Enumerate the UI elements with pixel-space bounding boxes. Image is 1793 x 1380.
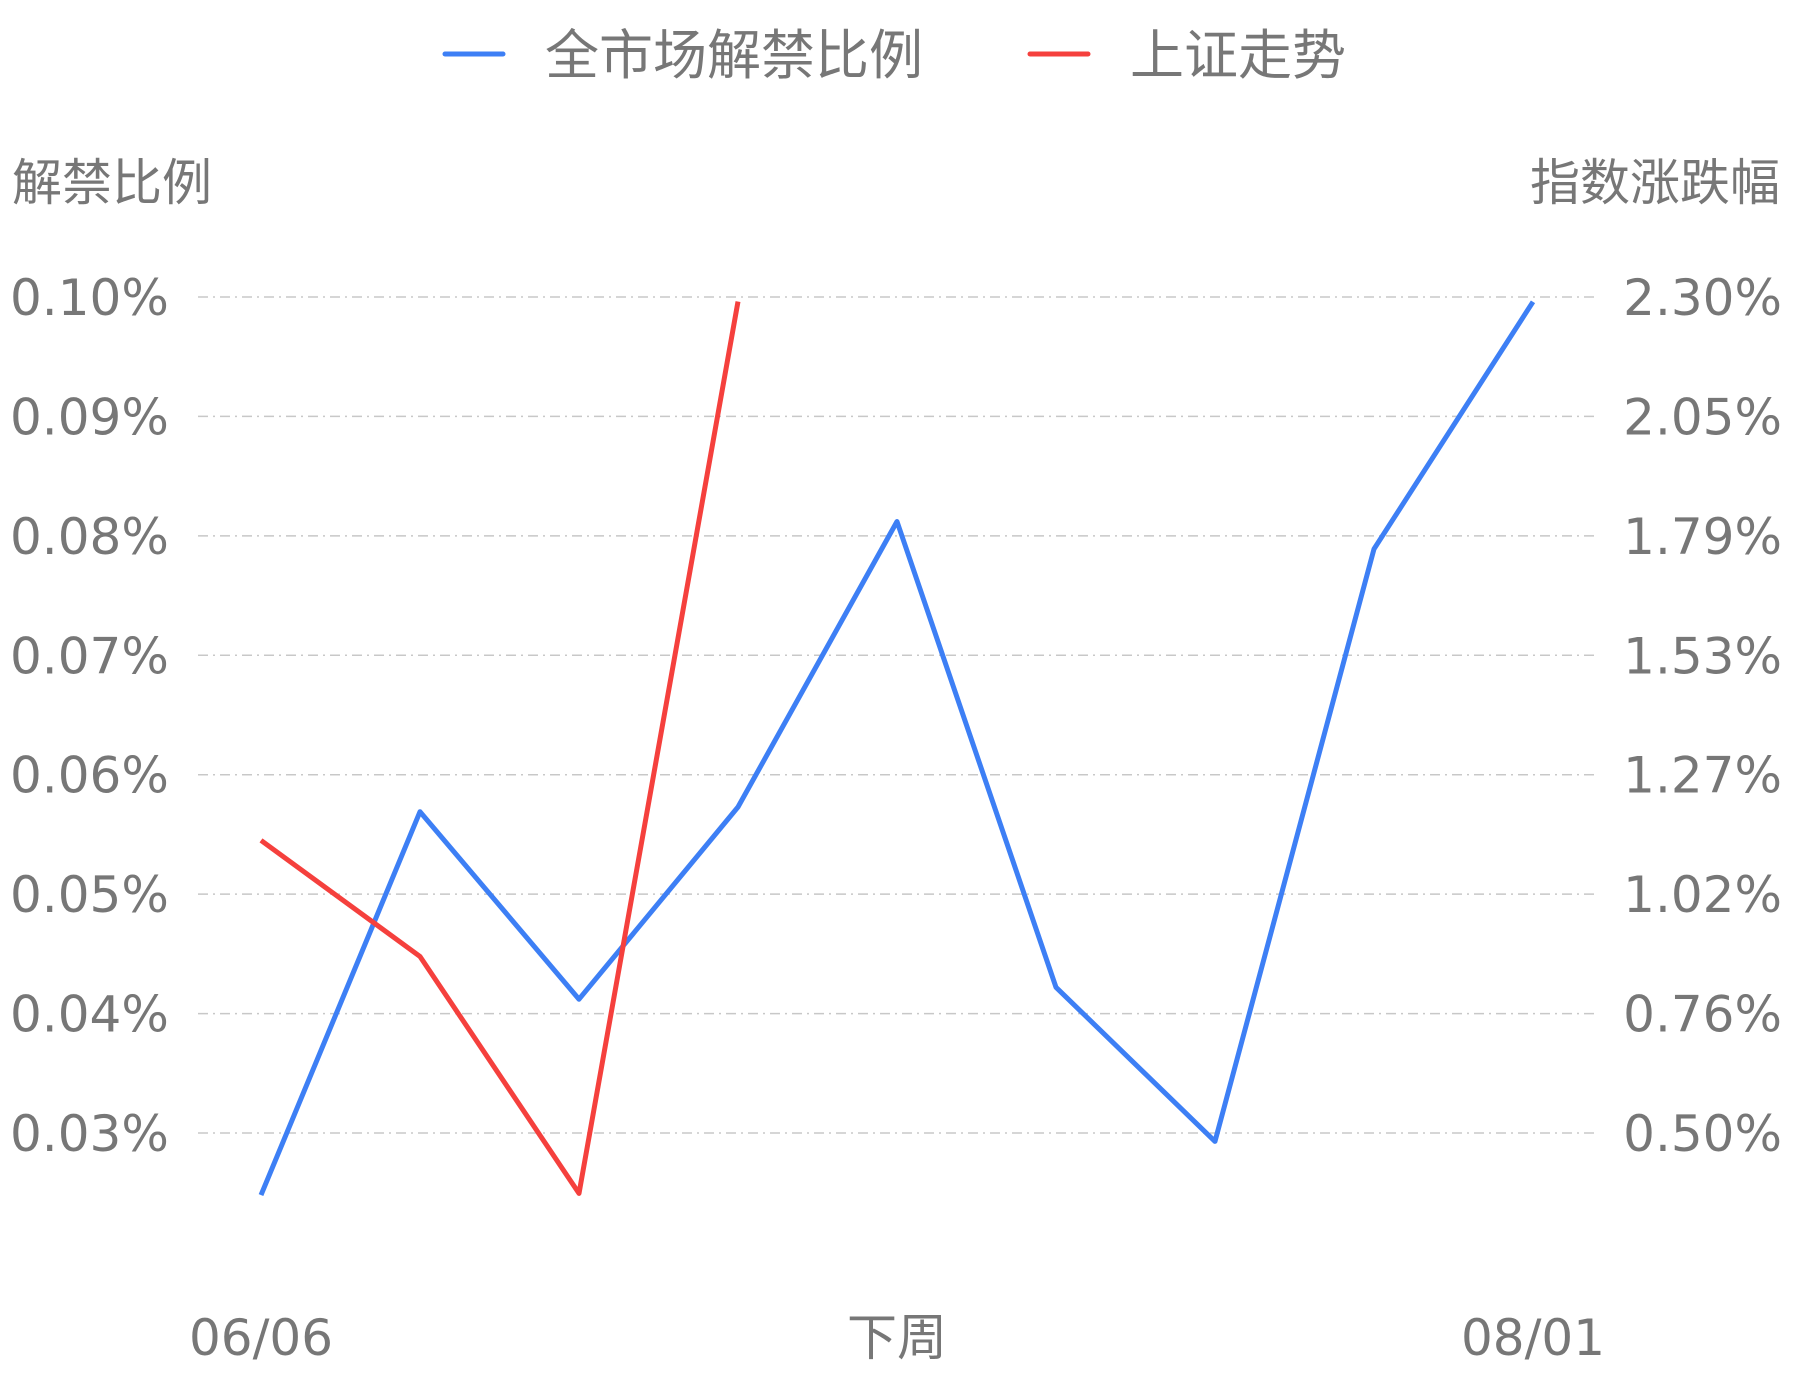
left-tick-label: 0.03% (10, 1105, 169, 1163)
left-tick-label: 0.04% (10, 986, 169, 1044)
right-tick-label: 1.79% (1623, 508, 1782, 566)
right-tick-label: 1.27% (1623, 747, 1782, 805)
right-tick-label: 0.76% (1623, 986, 1782, 1044)
left-axis-title: 解禁比例 (12, 154, 212, 212)
right-axis-title: 指数涨跌幅 (1530, 154, 1780, 212)
x-tick-label: 下周 (847, 1309, 947, 1367)
right-tick-label: 0.50% (1623, 1105, 1782, 1163)
left-tick-label: 0.10% (10, 269, 169, 327)
left-tick-label: 0.05% (10, 866, 169, 924)
legend-label: 全市场解禁比例 (545, 24, 923, 87)
left-tick-label: 0.09% (10, 388, 169, 446)
series-line-1 (259, 301, 741, 1196)
right-tick-label: 1.02% (1623, 866, 1782, 924)
left-tick-label: 0.08% (10, 508, 169, 566)
left-tick-label: 0.07% (10, 627, 169, 685)
x-tick-label: 08/01 (1461, 1309, 1605, 1367)
left-tick-label: 0.06% (10, 747, 169, 805)
series-line-0 (258, 300, 1536, 1197)
legend-label: 上证走势 (1130, 24, 1346, 87)
right-tick-label: 2.30% (1623, 269, 1782, 327)
x-tick-label: 06/06 (189, 1309, 333, 1367)
right-tick-label: 2.05% (1623, 388, 1782, 446)
right-tick-label: 1.53% (1623, 627, 1782, 685)
